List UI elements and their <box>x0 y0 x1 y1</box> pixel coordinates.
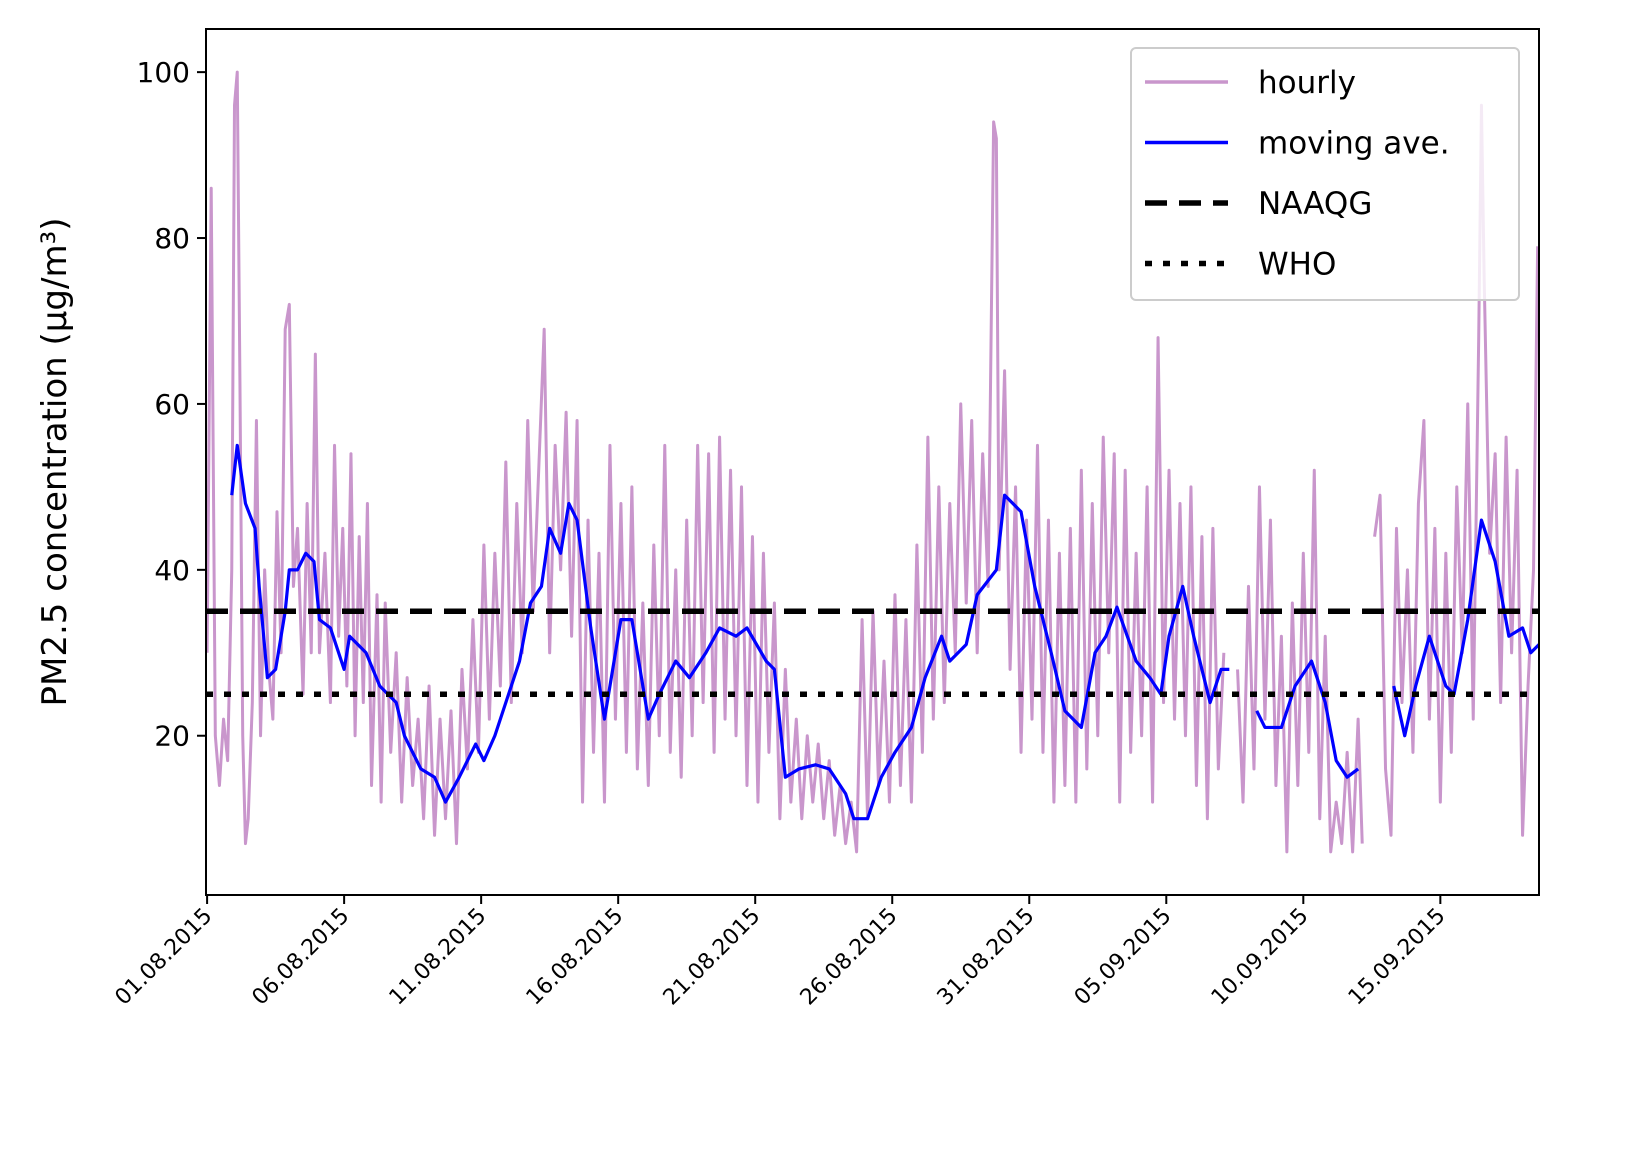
legend-label: NAAQG <box>1258 186 1372 222</box>
y-axis-label: PM2.5 concentration (μg/m³) <box>35 218 75 707</box>
y-tick-label: 40 <box>154 554 190 587</box>
plot-frame <box>205 28 1540 896</box>
y-tick-label: 20 <box>154 720 190 753</box>
y-tick-label: 80 <box>154 222 190 255</box>
series-line <box>230 443 1539 821</box>
legend-label: WHO <box>1258 247 1336 283</box>
legend-label: hourly <box>1258 65 1356 101</box>
legend-label: moving ave. <box>1258 126 1450 162</box>
legend-box <box>1130 47 1520 301</box>
y-tick-label: 60 <box>154 388 190 421</box>
series-line <box>206 70 1539 854</box>
y-tick-label: 100 <box>137 56 190 89</box>
